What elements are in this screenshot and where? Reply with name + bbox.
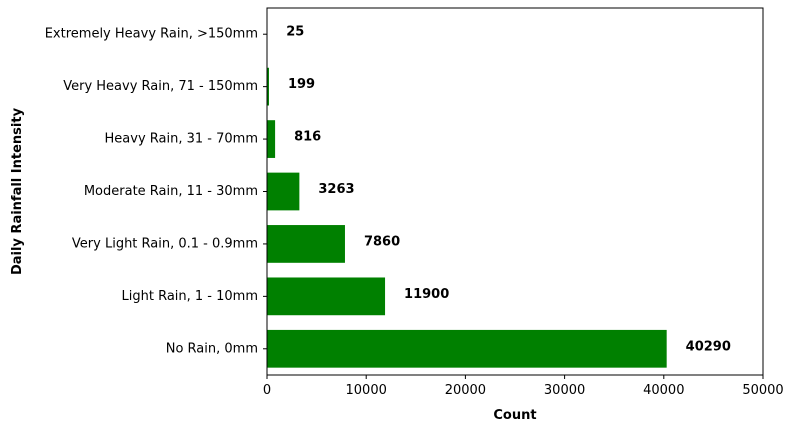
bar-value-label: 25 — [286, 25, 304, 40]
bar-value-label: 7860 — [364, 234, 400, 249]
y-axis-title: Daily Rainfall Intensity — [10, 107, 25, 275]
plot-frame — [266, 7, 764, 376]
bar-value-label: 40290 — [686, 339, 731, 354]
bar — [267, 172, 300, 211]
y-axis-ticks: No Rain, 0mm Light Rain, 1 - 10mm Very Lig… — [45, 27, 267, 356]
bar-value-label: 3263 — [318, 182, 354, 197]
x-tick-label: 10000 — [346, 383, 387, 398]
y-tick-label: Heavy Rain, 31 - 70mm — [105, 132, 258, 147]
bar — [267, 120, 276, 158]
y-tick-label: Very Light Rain, 0.1 - 0.9mm — [72, 236, 258, 251]
x-axis-ticks: 0 10000 20000 30000 40000 50000 — [263, 375, 784, 398]
bar-value-label: 199 — [288, 77, 315, 92]
y-tick-label: Extremely Heavy Rain, >150mm — [45, 27, 258, 42]
bar — [267, 67, 269, 106]
x-tick-label: 20000 — [445, 383, 486, 398]
data-labels-group: 40290 11900 7860 3263 816 199 25 — [286, 25, 731, 355]
y-tick-label: Very Heavy Rain, 71 - 150mm — [63, 79, 258, 94]
bar — [267, 329, 667, 368]
y-tick-label: Light Rain, 1 - 10mm — [122, 289, 259, 304]
bar-value-label: 11900 — [404, 287, 449, 302]
y-tick-label: No Rain, 0mm — [166, 341, 258, 356]
x-tick-label: 40000 — [643, 383, 684, 398]
bars-group — [267, 15, 667, 368]
x-axis-title: Count — [493, 408, 536, 423]
bar — [267, 225, 345, 263]
y-tick-label: Moderate Rain, 11 - 30mm — [84, 184, 258, 199]
bar-value-label: 816 — [294, 130, 321, 145]
x-tick-label: 0 — [263, 383, 271, 398]
bar — [267, 277, 386, 316]
x-tick-label: 50000 — [742, 383, 783, 398]
x-tick-label: 30000 — [544, 383, 585, 398]
